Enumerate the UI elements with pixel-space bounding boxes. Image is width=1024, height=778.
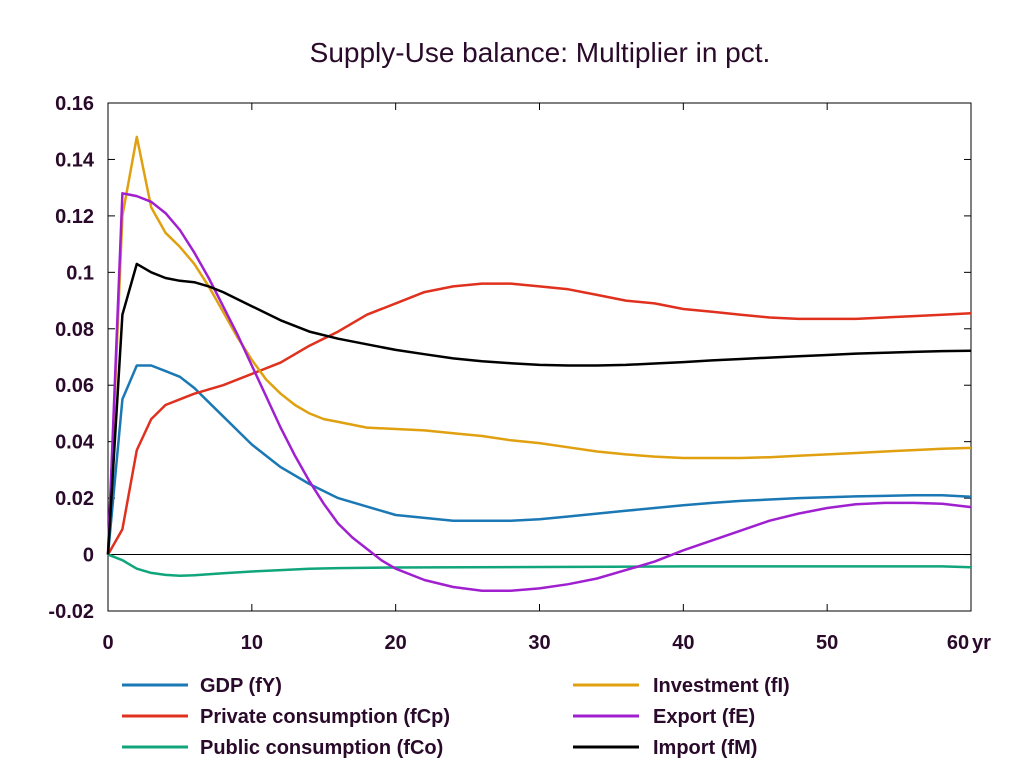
x-tick-label: 60 [947, 632, 969, 654]
y-tick-label: 0.1 [66, 262, 94, 284]
series-line-investment-fi [106, 135, 972, 555]
x-tick-label: 30 [528, 632, 550, 654]
x-tick-label: 0 [102, 632, 113, 654]
x-tick-label: 10 [241, 632, 263, 654]
y-tick-label: 0.06 [55, 375, 94, 397]
y-tick-label: 0.02 [55, 488, 94, 510]
legend-label-public-consumption-fco: Public consumption (fCo) [200, 737, 443, 759]
x-unit-label: yr [972, 632, 991, 654]
legend-label-import-fm: Import (fM) [653, 737, 757, 759]
x-tick-label: 40 [672, 632, 694, 654]
y-tick-label: 0.14 [55, 149, 95, 171]
series-line-gdp-fy [106, 364, 972, 555]
legend: GDP (fY) Private consumption (fCp) Public … [122, 675, 790, 759]
series-line-export-fe [106, 192, 972, 592]
y-tick-label: 0.08 [55, 319, 94, 341]
y-tick-label: 0.04 [55, 432, 95, 454]
axis-ticks: 0.16 0.14 0.12 0.1 0.08 0.06 0.04 0.02 0 -0.02 0 10… [48, 93, 991, 654]
y-tick-label: 0.16 [55, 93, 94, 115]
y-tick-label: -0.02 [48, 601, 94, 623]
series-line-public-consumption-fco [107, 553, 972, 577]
series-line-private-consumption-fcp [106, 282, 972, 556]
legend-label-gdp-fy: GDP (fY) [200, 675, 282, 697]
series-layer [106, 135, 972, 592]
series-line-import-fm [106, 262, 972, 555]
x-tick-label: 50 [816, 632, 838, 654]
x-tick-label: 20 [385, 632, 407, 654]
legend-label-investment-fi: Investment (fI) [653, 675, 790, 697]
plot-frame [107, 102, 972, 612]
legend-label-export-fe: Export (fE) [653, 706, 755, 728]
chart-title: Supply-Use balance: Multiplier in pct. [310, 37, 771, 68]
legend-label-private-consumption-fcp: Private consumption (fCp) [200, 706, 450, 728]
y-tick-label: 0 [83, 545, 94, 567]
y-tick-label: 0.12 [55, 206, 94, 228]
